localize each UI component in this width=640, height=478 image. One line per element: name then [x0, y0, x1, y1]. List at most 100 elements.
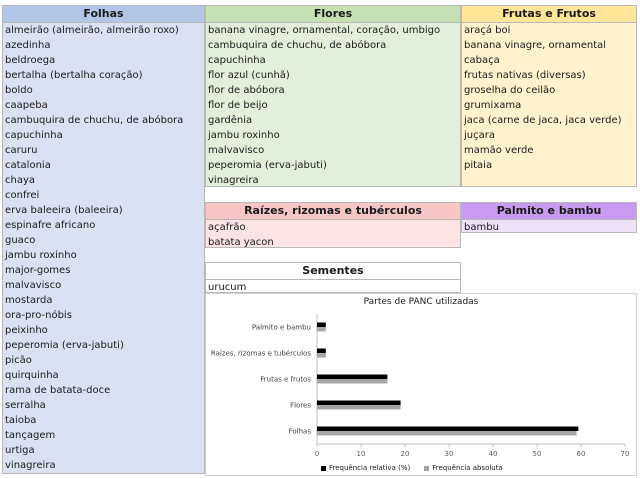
bar-relativa [317, 348, 326, 353]
palmito-table: Palmito e bambu bambu [461, 202, 637, 233]
table-row: cabaça [464, 55, 500, 66]
table-row: quirquinha [5, 370, 59, 381]
flores-header: Flores [206, 6, 460, 23]
x-tick-label: 60 [577, 450, 586, 458]
table-row: cambuquira de chuchu, de abóbora [208, 40, 387, 51]
raizes-header: Raízes, rizomas e tubérculos [206, 203, 460, 220]
table-row: guaco [5, 235, 36, 246]
table-row: cambuquira de chuchu, de abóbora [5, 115, 184, 126]
table-row: groselha do ceilão [464, 85, 556, 96]
table-row: grumixama [464, 100, 522, 111]
sementes-header: Sementes [206, 263, 460, 280]
x-tick-label: 40 [489, 450, 498, 458]
table-row: flor de beijo [208, 100, 268, 111]
table-row: vinagreira [208, 175, 259, 186]
legend-label-relativa: Frequência relativa (%) [329, 464, 411, 472]
table-row: bambu [464, 222, 499, 233]
table-row: banana vinagre, ornamental, coração, umb… [208, 25, 441, 36]
table-row: gardênia [208, 115, 253, 126]
chart-title: Partes de PANC utilizadas [363, 297, 479, 307]
table-row: jambu roxinho [5, 250, 77, 261]
y-tick-label: Palmito e bambu [252, 324, 311, 332]
bar-relativa [317, 374, 388, 379]
table-row: peixinho [5, 325, 48, 336]
table-row: peperomia (erva-jabuti) [208, 160, 327, 171]
table-row: ora-pro-nóbis [5, 310, 72, 321]
table-row: tançagem [5, 430, 56, 441]
folhas-list: almeirão (almeirão, almeirão roxo) azedin… [3, 23, 204, 473]
bar-absoluta [317, 353, 326, 358]
bar-absoluta [317, 405, 401, 410]
table-row: major-gomes [5, 265, 71, 276]
table-row: açafrão [208, 222, 246, 233]
table-row: jaca (carne de jaca, jaca verde) [464, 115, 622, 126]
legend-item-relativa: Frequência relativa (%) [321, 464, 410, 472]
bar-absoluta [317, 431, 577, 436]
table-row: bertalha (bertalha coração) [5, 70, 143, 81]
table-row: caapeba [5, 100, 48, 111]
table-row: almeirão (almeirão, almeirão roxo) [5, 25, 179, 36]
table-row: chaya [5, 175, 36, 186]
table-row: caruru [5, 145, 38, 156]
table-row: taioba [5, 415, 37, 426]
bar-absoluta [317, 379, 388, 384]
flores-table: Flores banana vinagre, ornamental, coraç… [205, 5, 461, 187]
table-row: urucum [208, 282, 247, 293]
legend-label-absoluta: Frequência absoluta [432, 464, 503, 472]
x-tick-label: 50 [533, 450, 542, 458]
table-row: malvavisco [208, 145, 265, 156]
table-row: mostarda [5, 295, 53, 306]
table-row: beldroega [5, 55, 56, 66]
table-row: capuchinha [208, 55, 266, 66]
table-row: jambu roxinho [208, 130, 280, 141]
table-row: peperomia (erva-jabuti) [5, 340, 124, 351]
y-tick-label: Raízes, rizomas e tubérculos [211, 350, 311, 358]
folhas-header: Folhas [3, 6, 204, 23]
bar-relativa [317, 400, 401, 405]
table-row: serralha [5, 400, 46, 411]
table-row: vinagreira [5, 460, 56, 471]
x-tick-label: 20 [401, 450, 410, 458]
x-tick-label: 10 [357, 450, 366, 458]
chart-plot: 0 10 20 30 40 50 60 70 Folhas Flores Frutas e frut… [211, 314, 630, 458]
table-row: confrei [5, 190, 40, 201]
frutas-table: Frutas e Frutos araçá boi banana vinagre,… [461, 5, 637, 187]
x-tick-label: 0 [315, 450, 319, 458]
table-row: juçara [464, 130, 495, 141]
table-row: azedinha [5, 40, 51, 51]
table-row: araçá boi [464, 25, 511, 36]
y-tick-label: Folhas [289, 428, 312, 436]
table-row: flor de abóbora [208, 85, 285, 96]
table-row: urtiga [5, 445, 35, 456]
raizes-list: açafrão batata yacon [206, 220, 460, 250]
table-row: mamão verde [464, 145, 534, 156]
table-row: frutas nativas (diversas) [464, 70, 586, 81]
y-tick-label: Frutas e frutos [260, 376, 311, 384]
chart-legend: Frequência relativa (%) Frequência absol… [321, 464, 503, 472]
x-tick-label: 70 [621, 450, 630, 458]
table-row: capuchinha [5, 130, 63, 141]
table-row: rama de batata-doce [5, 385, 111, 396]
bar-relativa [317, 322, 326, 327]
legend-item-absoluta: Frequência absoluta [424, 464, 503, 472]
legend-swatch-gray [424, 465, 430, 471]
table-row: erva baleeira (baleeira) [5, 205, 123, 216]
table-row: catalonia [5, 160, 51, 171]
bar-chart: Partes de PANC utilizadas 0 10 20 30 40 50 60 7… [205, 293, 637, 476]
table-row: malvavisco [5, 280, 62, 291]
table-row: banana vinagre, ornamental [464, 40, 607, 51]
table-row: batata yacon [208, 237, 274, 248]
table-row: pitaia [464, 160, 493, 171]
bar-relativa [317, 426, 579, 431]
frutas-list: araçá boi banana vinagre, ornamental cabaç… [462, 23, 636, 173]
table-row: flor azul (cunhã) [208, 70, 290, 81]
flores-list: banana vinagre, ornamental, coração, umb… [206, 23, 460, 188]
table-row: picão [5, 355, 32, 366]
bar-absoluta [317, 327, 326, 332]
table-row: espinafre africano [5, 220, 96, 231]
palmito-header: Palmito e bambu [462, 203, 636, 220]
legend-swatch-black [321, 465, 326, 471]
raizes-table: Raízes, rizomas e tubérculos açafrão bata… [205, 202, 461, 248]
frutas-header: Frutas e Frutos [462, 6, 636, 23]
sementes-list: urucum [206, 280, 460, 295]
